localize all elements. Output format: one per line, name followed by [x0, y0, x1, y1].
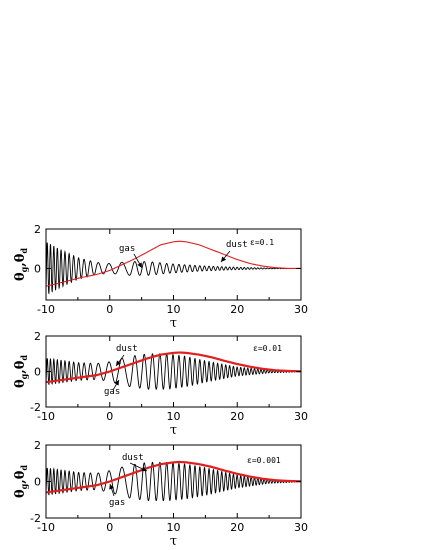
annotation-arrow-head [221, 256, 227, 262]
x-tick-label: 30 [294, 303, 308, 316]
annotation-dust: dust [116, 344, 138, 354]
y-tick-label: 0 [34, 476, 41, 489]
annotation-gas: gas [109, 498, 125, 508]
y-label-comma: ,θ [13, 253, 28, 267]
y-tick-label: -2 [30, 401, 41, 414]
x-tick-label: 0 [106, 521, 113, 534]
y-tick-label: 0 [34, 262, 41, 275]
x-tick-label: -10 [37, 410, 55, 423]
y-label-sub-g: g [19, 266, 29, 272]
x-tick-label: -10 [37, 521, 55, 534]
y-tick-label: 2 [34, 439, 41, 452]
y-label-sub-d: d [19, 248, 29, 254]
y-label-sub-g: g [19, 483, 29, 489]
y-axis-label: θg,θd [13, 355, 29, 388]
y-label-theta-g: θ [13, 272, 28, 281]
y-label-theta-g: θ [13, 489, 28, 498]
annotation-arrow-head [114, 380, 119, 386]
epsilon-label: ε=0.001 [247, 456, 281, 465]
y-axis-label: θg,θd [13, 465, 29, 498]
annotation-arrow-head [109, 484, 114, 490]
annotation-arrow-head [116, 360, 121, 366]
series-dust-line [46, 351, 301, 384]
y-label-sub-d: d [19, 465, 29, 471]
y-tick-label: 2 [34, 330, 41, 343]
x-tick-label: 30 [294, 410, 308, 423]
annotation-arrow-head [137, 262, 142, 268]
y-tick-label: 0 [34, 366, 41, 379]
series-gas-line [46, 461, 301, 502]
plot-area [46, 240, 301, 295]
epsilon-label: ε=0.01 [253, 344, 282, 353]
annotation-gas: gas [119, 244, 135, 254]
series-gas-line [46, 242, 301, 295]
annotation-gas: gas [104, 387, 120, 397]
plot-area [46, 351, 301, 390]
annotation-arrow-head [141, 466, 147, 472]
x-tick-label: 10 [167, 303, 181, 316]
x-tick-label: 0 [106, 303, 113, 316]
x-axis-label: τ [170, 316, 177, 331]
x-tick-label: 0 [106, 410, 113, 423]
x-tick-label: 10 [167, 521, 181, 534]
x-axis-label: τ [170, 534, 177, 549]
x-tick-label: 20 [230, 303, 244, 316]
y-label-sub-g: g [19, 373, 29, 379]
x-tick-label: 10 [167, 410, 181, 423]
y-label-sub-d: d [19, 355, 29, 361]
x-tick-label: -10 [37, 303, 55, 316]
x-axis-label: τ [170, 423, 177, 438]
x-tick-label: 20 [230, 410, 244, 423]
annotation-dust: dust [226, 240, 248, 250]
plot-area [46, 460, 301, 502]
series-gas-line [46, 353, 301, 390]
y-tick-label: 2 [34, 223, 41, 236]
y-tick-label: -2 [30, 512, 41, 525]
y-label-theta-g: θ [13, 379, 28, 388]
x-tick-label: 20 [230, 521, 244, 534]
series-dust-line [46, 240, 301, 287]
series-dust-line [46, 460, 301, 494]
annotation-dust: dust [122, 453, 144, 463]
x-tick-label: 30 [294, 521, 308, 534]
y-label-comma: ,θ [13, 470, 28, 484]
y-label-comma: ,θ [13, 360, 28, 374]
y-axis-label: θg,θd [13, 248, 29, 281]
epsilon-label: ε=0.1 [250, 238, 274, 247]
